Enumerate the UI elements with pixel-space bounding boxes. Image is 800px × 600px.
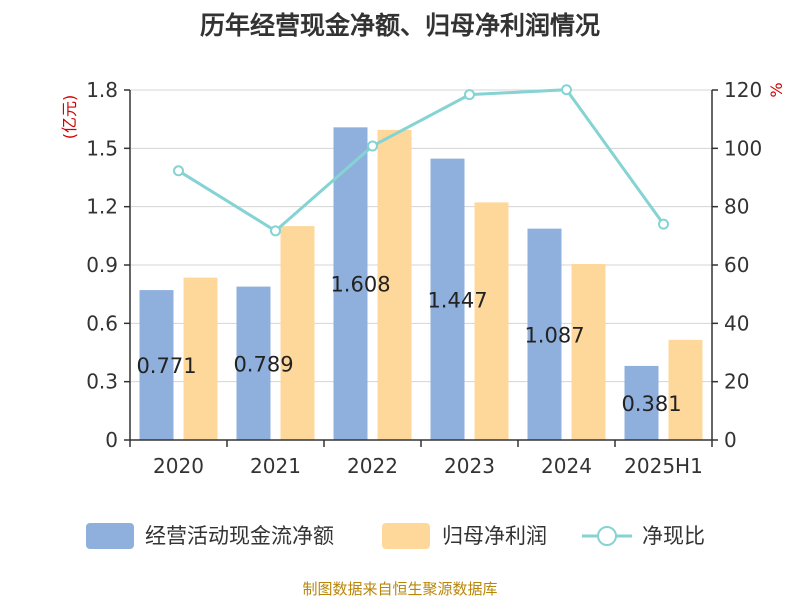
bar-net-profit [280, 226, 315, 440]
bar-operating-cash [139, 290, 174, 440]
left-tick-label: 1.8 [86, 78, 118, 102]
x-tick-label: 2020 [153, 454, 204, 478]
bar-operating-cash [430, 158, 465, 440]
bar-operating-cash [333, 127, 368, 440]
x-tick-label: 2022 [347, 454, 398, 478]
right-axis-unit: % [767, 82, 786, 97]
bar-data-label: 1.447 [427, 288, 487, 312]
bar-net-profit [377, 129, 412, 440]
right-tick-label: 60 [724, 253, 749, 277]
source-note: 制图数据来自恒生聚源数据库 [302, 580, 498, 598]
x-tick-label: 2025H1 [624, 454, 703, 478]
bar-net-profit [668, 339, 703, 440]
ratio-point [561, 84, 572, 96]
legend-swatch-operating-cash [86, 523, 134, 549]
left-tick-label: 0 [105, 428, 118, 452]
legend-label-net-profit: 归母净利润 [442, 524, 547, 548]
left-tick-label: 0.6 [86, 311, 118, 335]
right-tick-label: 0 [724, 428, 737, 452]
legend-swatch-net-profit [382, 523, 430, 549]
bar-data-label: 0.771 [136, 354, 196, 378]
bar-operating-cash [236, 286, 271, 440]
bar-data-label: 0.381 [621, 392, 681, 416]
legend-layer: 经营活动现金流净额 归母净利润 净现比 [86, 523, 705, 549]
x-tick-label: 2024 [541, 454, 592, 478]
axis-layer: 0 0.3 0.6 0.9 1.2 1.5 1.8 0 20 40 60 80 100 120 (亿元)% 2… [60, 78, 786, 478]
right-tick-label: 20 [724, 370, 749, 394]
right-tick-label: 40 [724, 311, 749, 335]
right-tick-label: 80 [724, 195, 749, 219]
left-axis-unit: (亿元) [60, 95, 79, 140]
bar-layer [139, 127, 703, 440]
ratio-point [658, 218, 669, 230]
label-layer: 0.771 0.789 1.608 1.447 1.087 0.381 [136, 273, 681, 416]
ratio-point [173, 165, 184, 177]
left-tick-label: 0.9 [86, 253, 118, 277]
ratio-point [464, 89, 475, 101]
bar-net-profit [571, 264, 606, 440]
ratio-point [270, 225, 281, 237]
x-tick-label: 2021 [250, 454, 301, 478]
legend-label-ratio: 净现比 [642, 524, 705, 548]
right-tick-label: 100 [724, 136, 762, 160]
bar-net-profit [474, 202, 509, 440]
bar-data-label: 1.608 [330, 273, 390, 297]
legend-label-operating-cash: 经营活动现金流净额 [145, 524, 334, 548]
bar-operating-cash [527, 228, 562, 440]
legend-marker-ratio [597, 526, 617, 546]
chart-title: 历年经营现金净额、归母净利润情况 [199, 11, 600, 40]
right-tick-label: 120 [724, 78, 762, 102]
bar-data-label: 0.789 [233, 352, 293, 376]
left-tick-label: 1.5 [86, 136, 118, 160]
ratio-line [177, 88, 665, 233]
ratio-point [367, 140, 378, 152]
left-tick-label: 1.2 [86, 195, 118, 219]
bar-data-label: 1.087 [524, 323, 584, 347]
x-tick-label: 2023 [444, 454, 495, 478]
left-tick-label: 0.3 [86, 370, 118, 394]
bar-operating-cash [624, 365, 659, 440]
bar-net-profit [183, 277, 218, 440]
line-layer [173, 84, 669, 237]
